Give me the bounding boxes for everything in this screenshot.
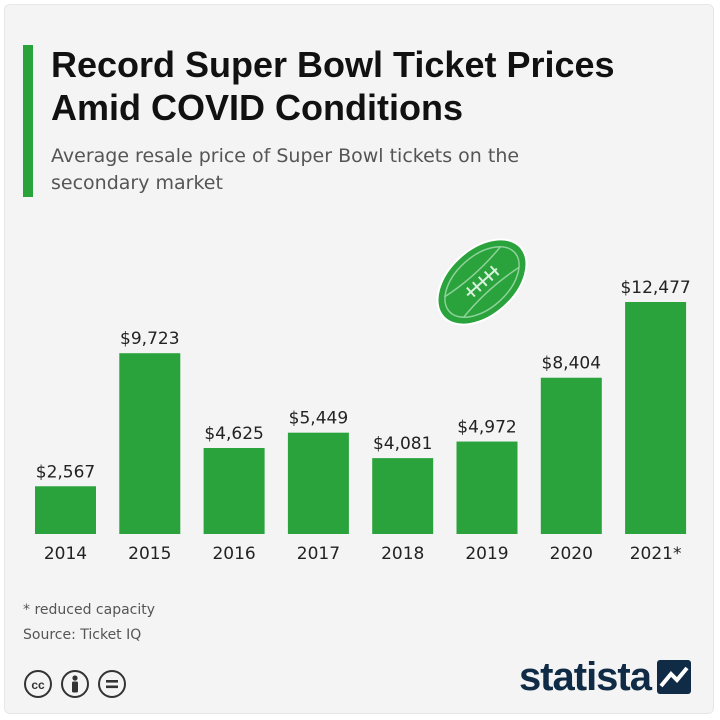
x-tick-label: 2015 (128, 544, 171, 564)
chart-title: Record Super Bowl Ticket Prices Amid COV… (51, 44, 615, 128)
license-icons: cc (23, 669, 127, 699)
x-tick-label: 2020 (550, 544, 593, 564)
value-label: $9,723 (120, 329, 179, 349)
x-tick-label: 2014 (44, 544, 87, 564)
svg-text:cc: cc (31, 678, 45, 692)
bar-2018 (372, 458, 434, 534)
source-note: Source: Ticket IQ (23, 627, 142, 643)
x-tick-label: 2019 (465, 544, 508, 564)
bar-2019 (456, 441, 518, 534)
value-label: $2,567 (36, 462, 95, 482)
value-label: $4,625 (204, 424, 263, 444)
value-label: $5,449 (289, 409, 348, 429)
bar-2015 (119, 353, 181, 534)
x-tick-label: 2017 (297, 544, 340, 564)
value-label: $8,404 (542, 354, 601, 374)
attribution-icon[interactable] (60, 669, 90, 699)
brand-name: statista (518, 655, 652, 699)
bar-2017 (287, 432, 349, 534)
cc-license-icon[interactable]: cc (23, 669, 53, 699)
value-label: $4,972 (457, 418, 516, 438)
x-tick-label: 2018 (381, 544, 424, 564)
bar-chart: $2,567 2014 $9,723 2015 $4,625 2016 $5,449 2017… (35, 238, 691, 564)
no-derivatives-icon[interactable] (97, 669, 127, 699)
accent-bar (23, 45, 33, 197)
value-label: $12,477 (620, 278, 690, 298)
chart-subtitle: Average resale price of Super Bowl ticke… (51, 145, 520, 194)
x-tick-label: 2021* (630, 544, 682, 564)
footnote: * reduced capacity (23, 602, 156, 618)
bar-2021 (625, 302, 687, 534)
statista-logo-icon (657, 660, 691, 694)
value-label: $4,081 (373, 434, 432, 454)
chart-card: Record Super Bowl Ticket Prices Amid COV… (4, 4, 714, 714)
x-tick-label: 2016 (212, 544, 255, 564)
bar-2014 (35, 486, 96, 534)
football-icon (436, 238, 528, 326)
statista-brand[interactable]: statista (519, 657, 691, 697)
bar-2016 (203, 448, 265, 534)
bar-2020 (540, 377, 602, 534)
